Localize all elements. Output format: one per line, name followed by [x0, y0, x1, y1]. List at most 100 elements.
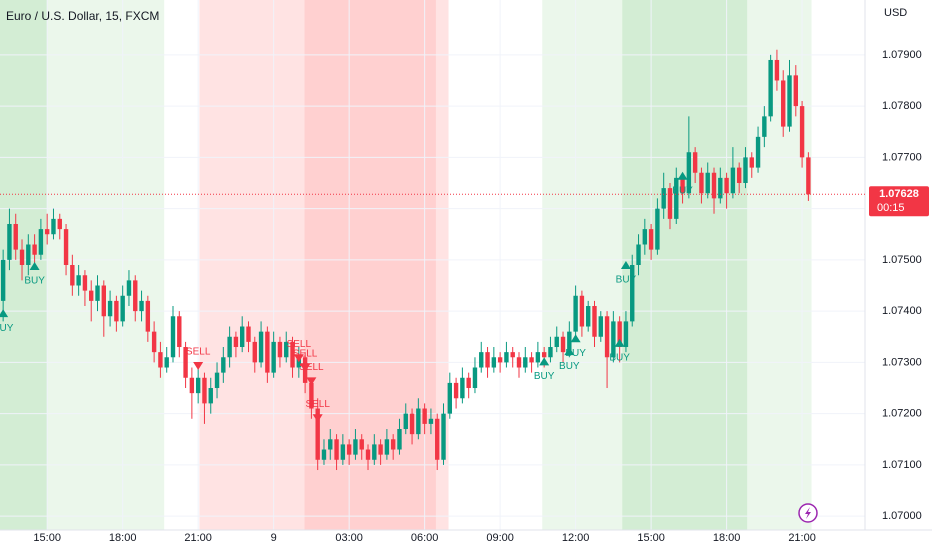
candle-body [189, 377, 195, 394]
candle-body [89, 290, 94, 301]
zone [622, 0, 748, 530]
candle-body [705, 172, 710, 194]
candle-body [573, 295, 578, 332]
candle-body [290, 341, 295, 368]
candle-body [529, 357, 534, 363]
candle-body [258, 331, 264, 363]
signal-marker [312, 414, 323, 423]
signal-label: BUY [534, 371, 555, 382]
candle-body [491, 357, 497, 368]
candle-body [252, 341, 257, 363]
candle-body [535, 352, 541, 363]
candle-body [655, 208, 660, 250]
candle-body [95, 285, 100, 301]
x-tick-label: 21:00 [788, 532, 816, 544]
replay-icon[interactable] [798, 503, 818, 523]
candle-body [107, 300, 113, 317]
candle-body [101, 285, 107, 317]
candle-body [579, 295, 585, 327]
candle-body [598, 316, 603, 337]
candle-body [390, 439, 396, 450]
signal-marker [29, 262, 40, 271]
countdown-label: 00:15 [877, 202, 905, 214]
candle-body [208, 388, 213, 404]
candle-body [692, 152, 698, 173]
signal-label: BUY [672, 185, 693, 196]
x-tick-label: 18:00 [713, 532, 741, 544]
signal-marker [564, 347, 575, 356]
signal-label: SELL [305, 399, 330, 410]
candle-body [378, 444, 383, 455]
candle-body [19, 249, 25, 265]
candle-body [120, 295, 125, 322]
candle-body [762, 116, 767, 137]
candle-body [711, 172, 717, 199]
candle-body [680, 177, 685, 194]
signal-marker [306, 377, 317, 386]
candle-body [321, 449, 327, 460]
candle-body [736, 167, 742, 183]
zone [435, 0, 449, 530]
signal-marker [570, 334, 581, 343]
signal-marker [0, 309, 9, 318]
candle-body [221, 357, 226, 373]
candle-body [428, 418, 434, 424]
candle-body [674, 177, 679, 219]
signal-label: BUY [24, 276, 45, 287]
signal-label: SELL [293, 349, 318, 360]
candle-body [743, 157, 748, 183]
signals: BUYBUYSELLSELLSELLSELLSELLBUYBUYBUYBUYBU… [0, 171, 693, 423]
candle-body [328, 439, 333, 450]
candle-body [227, 336, 232, 358]
candle-body [340, 444, 346, 460]
candle-body [133, 280, 138, 312]
candle-body [309, 382, 314, 409]
candle-body [164, 357, 169, 368]
candle-body [26, 244, 31, 265]
zone [542, 0, 623, 530]
candle-body [567, 331, 572, 353]
candle-body [730, 167, 736, 194]
candle-body [384, 439, 390, 455]
candle-body [560, 336, 566, 353]
signal-label: BUY [616, 275, 637, 286]
axes: 1.07000 1.07100 1.07200 1.07300 1.07400 1.075… [33, 49, 921, 544]
candle-body [541, 352, 547, 358]
candle-body [57, 218, 62, 230]
candle-body [793, 75, 799, 107]
y-tick-label: 1.07500 [882, 254, 922, 266]
candle-body [460, 377, 465, 399]
candle-body [472, 367, 478, 389]
candle-body [346, 444, 352, 455]
x-tick-label: 15:00 [637, 532, 665, 544]
x-tick-label: 06:00 [411, 532, 439, 544]
candle-body [441, 413, 446, 460]
currency-label: USD [884, 7, 907, 19]
signal-label: BUY [0, 323, 14, 334]
candle-body [504, 352, 509, 363]
candle-body [548, 347, 553, 358]
candle-body [510, 352, 515, 358]
last-price-label: 1.07628 [879, 188, 919, 200]
signal-marker [539, 357, 550, 366]
candle-body [70, 265, 75, 286]
chart-title: Euro / U.S. Dollar, 15, FXCM [6, 9, 159, 23]
candle-body [233, 336, 239, 348]
candle-body [774, 59, 780, 81]
candle-body [183, 347, 188, 378]
candle-body [7, 223, 12, 260]
candle-body [63, 229, 69, 265]
candle-body [485, 352, 490, 368]
candle-body [76, 275, 81, 286]
candle-body [239, 326, 245, 348]
candle-body [799, 106, 805, 158]
y-tick-label: 1.07800 [882, 100, 922, 112]
candle-body [0, 259, 6, 301]
candle-body [787, 75, 792, 127]
candles [0, 49, 811, 471]
candle-body [277, 341, 283, 358]
candle-body [403, 413, 408, 430]
candle-body [435, 418, 440, 460]
candle-body [617, 321, 622, 348]
